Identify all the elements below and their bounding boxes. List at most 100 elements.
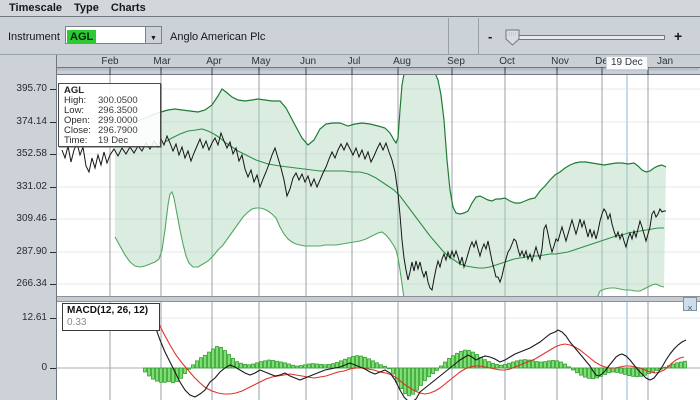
zoom-slider-track[interactable]	[506, 35, 665, 40]
macd-histogram-bar	[399, 367, 403, 390]
zoom-slider-thumb[interactable]	[505, 29, 521, 46]
macd-plot[interactable]	[57, 302, 700, 400]
macd-histogram-bar	[283, 362, 287, 369]
macd-histogram-bar	[499, 364, 503, 369]
month-label-may: May	[251, 56, 271, 67]
macd-histogram-bar	[615, 367, 619, 373]
macd-indicator-label: MACD(12, 26, 12) 0.33	[62, 303, 160, 331]
bollinger-band-fill	[115, 75, 666, 296]
macd-tick-label: 0	[41, 362, 47, 373]
macd-histogram-bar	[555, 360, 559, 369]
macd-histogram-bar	[627, 367, 631, 376]
instrument-label: Instrument	[8, 31, 60, 43]
time-ruler	[57, 67, 700, 75]
zoom-out-button[interactable]: -	[488, 29, 493, 44]
macd-histogram-bar	[431, 367, 435, 374]
macd-histogram-bar	[307, 363, 311, 369]
month-label-jan: Jan	[656, 56, 674, 67]
macd-histogram-bar	[427, 367, 431, 378]
month-label-aug: Aug	[393, 56, 411, 67]
ohlc-tooltip: AGL High: 300.0500 Low: 296.3500 Open: 299.…	[58, 83, 161, 147]
macd-histogram-bar	[319, 364, 323, 369]
macd-histogram-bar	[451, 355, 455, 369]
macd-histogram-bar	[475, 354, 479, 369]
menu-timescale[interactable]: Timescale	[9, 2, 63, 14]
macd-histogram-bar	[299, 365, 303, 369]
macd-histogram-bar	[571, 367, 575, 371]
price-chart-plot[interactable]	[57, 75, 700, 296]
macd-histogram-bar	[331, 363, 335, 369]
macd-histogram-bar	[467, 350, 471, 369]
macd-histogram-bar	[679, 361, 683, 369]
combobox-dropdown-button[interactable]: ▼	[145, 27, 161, 43]
menu-bar: Timescale Type Charts	[0, 0, 700, 17]
macd-histogram-bar	[607, 367, 611, 374]
macd-histogram-bar	[587, 367, 591, 379]
macd-histogram-bar	[563, 363, 567, 369]
month-label-nov: Nov	[551, 56, 569, 67]
macd-histogram-bar	[395, 367, 399, 383]
tooltip-symbol: AGL	[64, 85, 85, 96]
macd-histogram-bar	[191, 364, 195, 369]
price-tick-label: 395.70	[16, 83, 47, 94]
macd-histogram-bar	[379, 364, 383, 369]
tick-mark	[50, 89, 56, 90]
macd-histogram-bar	[187, 367, 191, 370]
macd-histogram-bar	[611, 367, 615, 373]
macd-histogram-bar	[155, 367, 159, 382]
macd-histogram-bar	[439, 365, 443, 369]
macd-histogram-bar	[183, 367, 187, 374]
macd-histogram-bar	[599, 367, 603, 377]
macd-histogram-bar	[683, 360, 687, 369]
macd-histogram-bar	[263, 360, 267, 369]
macd-histogram-bar	[371, 360, 375, 369]
macd-histogram-bar	[463, 349, 467, 369]
macd-histogram-bar	[623, 367, 627, 375]
price-tick-label: 287.90	[16, 246, 47, 257]
chevron-down-icon: ▼	[150, 35, 157, 42]
macd-histogram-bar	[291, 364, 295, 369]
macd-histogram-bar	[391, 367, 395, 375]
macd-histogram-bar	[443, 361, 447, 369]
macd-histogram-bar	[359, 355, 363, 369]
macd-histogram-bar	[527, 359, 531, 369]
price-tick-label: 374.14	[16, 116, 47, 127]
macd-histogram-bar	[215, 346, 219, 369]
month-label-feb: Feb	[101, 56, 119, 67]
macd-histogram-bar	[507, 362, 511, 369]
macd-histogram-bar	[411, 367, 415, 395]
macd-histogram-bar	[419, 367, 423, 386]
macd-histogram-bar	[483, 359, 487, 369]
macd-histogram-bar	[387, 367, 391, 370]
macd-histogram-bar	[435, 367, 439, 371]
month-label-sep: Sep	[447, 56, 465, 67]
macd-histogram-bar	[643, 367, 647, 376]
instrument-combobox[interactable]: AGL ▼	[65, 26, 162, 44]
tick-mark	[50, 122, 56, 123]
macd-histogram-bar	[231, 358, 235, 369]
macd-histogram-bar	[147, 367, 151, 377]
macd-histogram-bar	[515, 360, 519, 369]
macd-histogram-bar	[159, 367, 163, 383]
macd-title: MACD(12, 26, 12)	[67, 305, 149, 316]
macd-histogram-bar	[311, 363, 315, 369]
macd-histogram-bar	[535, 361, 539, 369]
macd-histogram-bar	[227, 354, 231, 369]
menu-type[interactable]: Type	[74, 2, 99, 14]
zoom-in-button[interactable]: +	[674, 28, 683, 44]
macd-histogram-bar	[211, 348, 215, 369]
macd-histogram-bar	[243, 364, 247, 369]
menu-charts[interactable]: Charts	[110, 2, 146, 14]
macd-histogram-bar	[403, 367, 407, 395]
price-line	[61, 131, 666, 292]
tick-mark	[50, 368, 56, 369]
macd-close-button[interactable]: ×	[683, 297, 697, 313]
macd-histogram-bar	[363, 356, 367, 369]
tick-mark	[50, 187, 56, 188]
macd-histogram-bar	[423, 367, 427, 382]
tooltip-time-row: Time: 19 Dec	[64, 135, 129, 146]
price-tick-label: 352.58	[16, 148, 47, 159]
macd-histogram-bar	[503, 364, 507, 369]
macd-histogram-bar	[455, 352, 459, 369]
